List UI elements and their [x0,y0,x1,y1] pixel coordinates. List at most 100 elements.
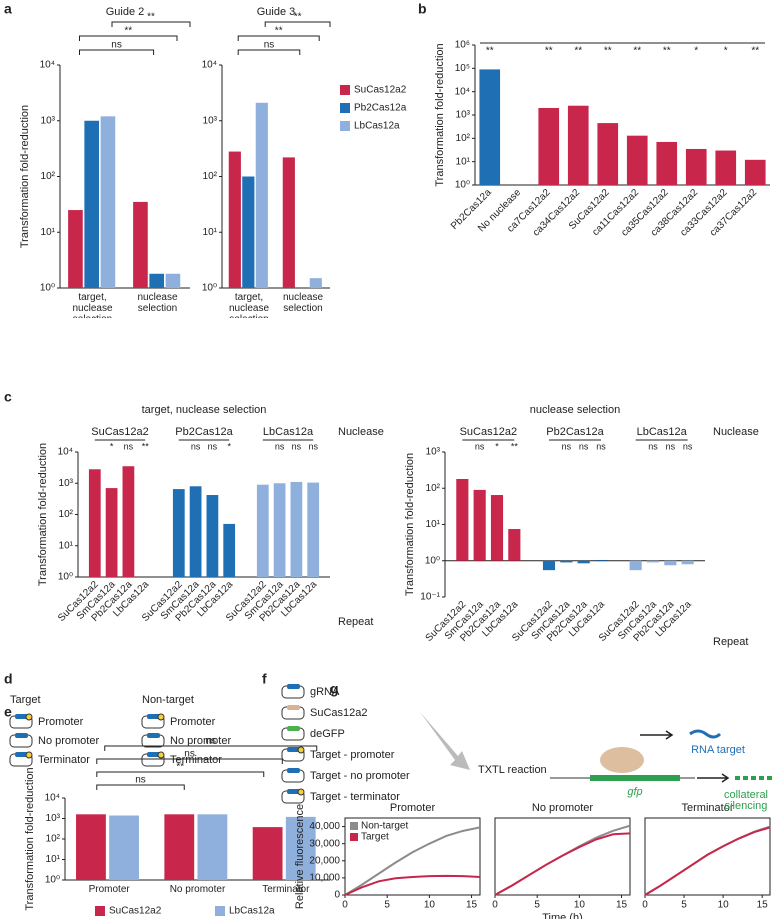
plasmid-insert [287,747,300,752]
y-axis-label: Transformation fold-reduction [37,443,49,586]
y-tick-label: 10² [456,133,471,144]
line [644,825,771,896]
bar [456,478,469,561]
collateral-label-box: collateral silencing [724,790,768,812]
significance-label: ** [147,12,155,23]
bar [594,559,608,561]
bar [597,123,619,185]
bar [567,105,589,185]
bar [656,141,678,185]
bar [122,466,135,577]
y-tick-label: 10² [46,834,61,845]
panel-letter: b [418,1,427,17]
legend-label: Non-target [361,821,408,832]
plot-frame [494,817,631,896]
column-title: Target [10,694,41,706]
x-tick-label: target, nuclease selection [228,292,270,318]
legend-swatch [350,822,358,830]
significance-label: ** [511,441,519,451]
input-label: gRNA [310,686,340,698]
significance-label: ns [292,441,302,451]
bar [473,489,486,561]
significance-label: * [724,46,728,57]
chart-title: Guide 3 [257,6,296,18]
bar [164,814,195,880]
y-tick-label: 10² [426,483,441,494]
plasmid-marker [157,713,165,721]
nuclease [600,747,644,773]
x-tick-label: 15 [616,900,628,911]
item-label: No promoter [38,735,99,747]
y-tick-label: 10,000 [309,873,340,884]
y-axis-label: Transformation fold-reduction [434,43,446,186]
x-tick-label: 5 [384,900,390,911]
categories-axis-label: Repeat [713,636,748,648]
x-tick-label: 5 [681,900,687,911]
y-tick-label: 10⁴ [58,447,73,458]
x-tick-label: 15 [466,900,478,911]
x-tick-label: No promoter [169,884,226,895]
y-tick-label: 20,000 [309,855,340,866]
significance-label: ns [648,441,658,451]
y-tick-label: 10¹ [41,227,56,238]
x-tick-label: 0 [492,900,498,911]
rna-arrow [640,730,674,740]
bar [479,69,501,185]
bar [681,560,694,565]
legend-swatch [340,85,350,95]
y-tick-label: 10¹ [426,519,441,530]
chart-title: No promoter [532,802,593,814]
chart-title: target, nuclease selection [142,404,267,416]
plasmid-marker [25,713,33,721]
bar [542,560,556,571]
y-tick-label: 0 [334,890,340,901]
x-tick-label: 5 [534,900,540,911]
y-tick-label: 10¹ [59,540,74,551]
significance-bracket [104,745,318,751]
significance-bracket [237,35,320,41]
plasmid-marker [157,751,165,759]
panel-letter: e [4,704,12,720]
x-tick-label-box: target, nuclease selection [228,292,270,318]
y-tick-label: 10¹ [203,227,218,238]
y-tick-label: 10⁵ [455,63,470,74]
legend-label: LbCas12a [229,906,275,917]
x-tick-label: nuclease selection [137,292,178,314]
significance-bracket [264,21,331,27]
significance-label: ns [135,775,146,786]
significance-label: * [694,46,698,57]
y-tick-label: 10⁴ [202,60,217,71]
input-label: SuCas12a2 [310,707,368,719]
bar [629,560,642,571]
y-tick-label: 10⁰ [58,572,73,583]
plasmid-insert [147,733,160,738]
line [344,826,481,896]
y-tick-label: 30,000 [309,838,340,849]
bar [88,469,101,577]
bar [282,157,295,288]
y-tick-label: 10² [59,509,74,520]
bar [560,560,573,563]
significance-label: ns [264,40,275,51]
item-label: Terminator [38,754,90,766]
chart-title: Guide 2 [106,6,145,18]
y-tick-label: 10² [41,171,56,182]
groups-axis-label: Nuclease [338,426,384,438]
plasmid-insert [287,789,300,794]
bar [685,148,707,185]
group-label: SuCas12a2 [460,426,518,438]
y-tick-label: 10⁰ [45,875,60,886]
bar [133,201,148,288]
significance-label: ns [208,441,218,451]
x-tick-label: 15 [757,900,769,911]
bar [223,523,236,577]
plasmid-marker [297,788,305,796]
panel-letter: c [4,389,12,405]
significance-label: ns [205,736,216,747]
legend-swatch [340,121,350,131]
significance-label: ns [184,749,195,760]
significance-label: ns [124,441,134,451]
input-label: Target - promoter [310,749,395,761]
bar [646,560,660,563]
input-label: Target - no promoter [310,770,410,782]
